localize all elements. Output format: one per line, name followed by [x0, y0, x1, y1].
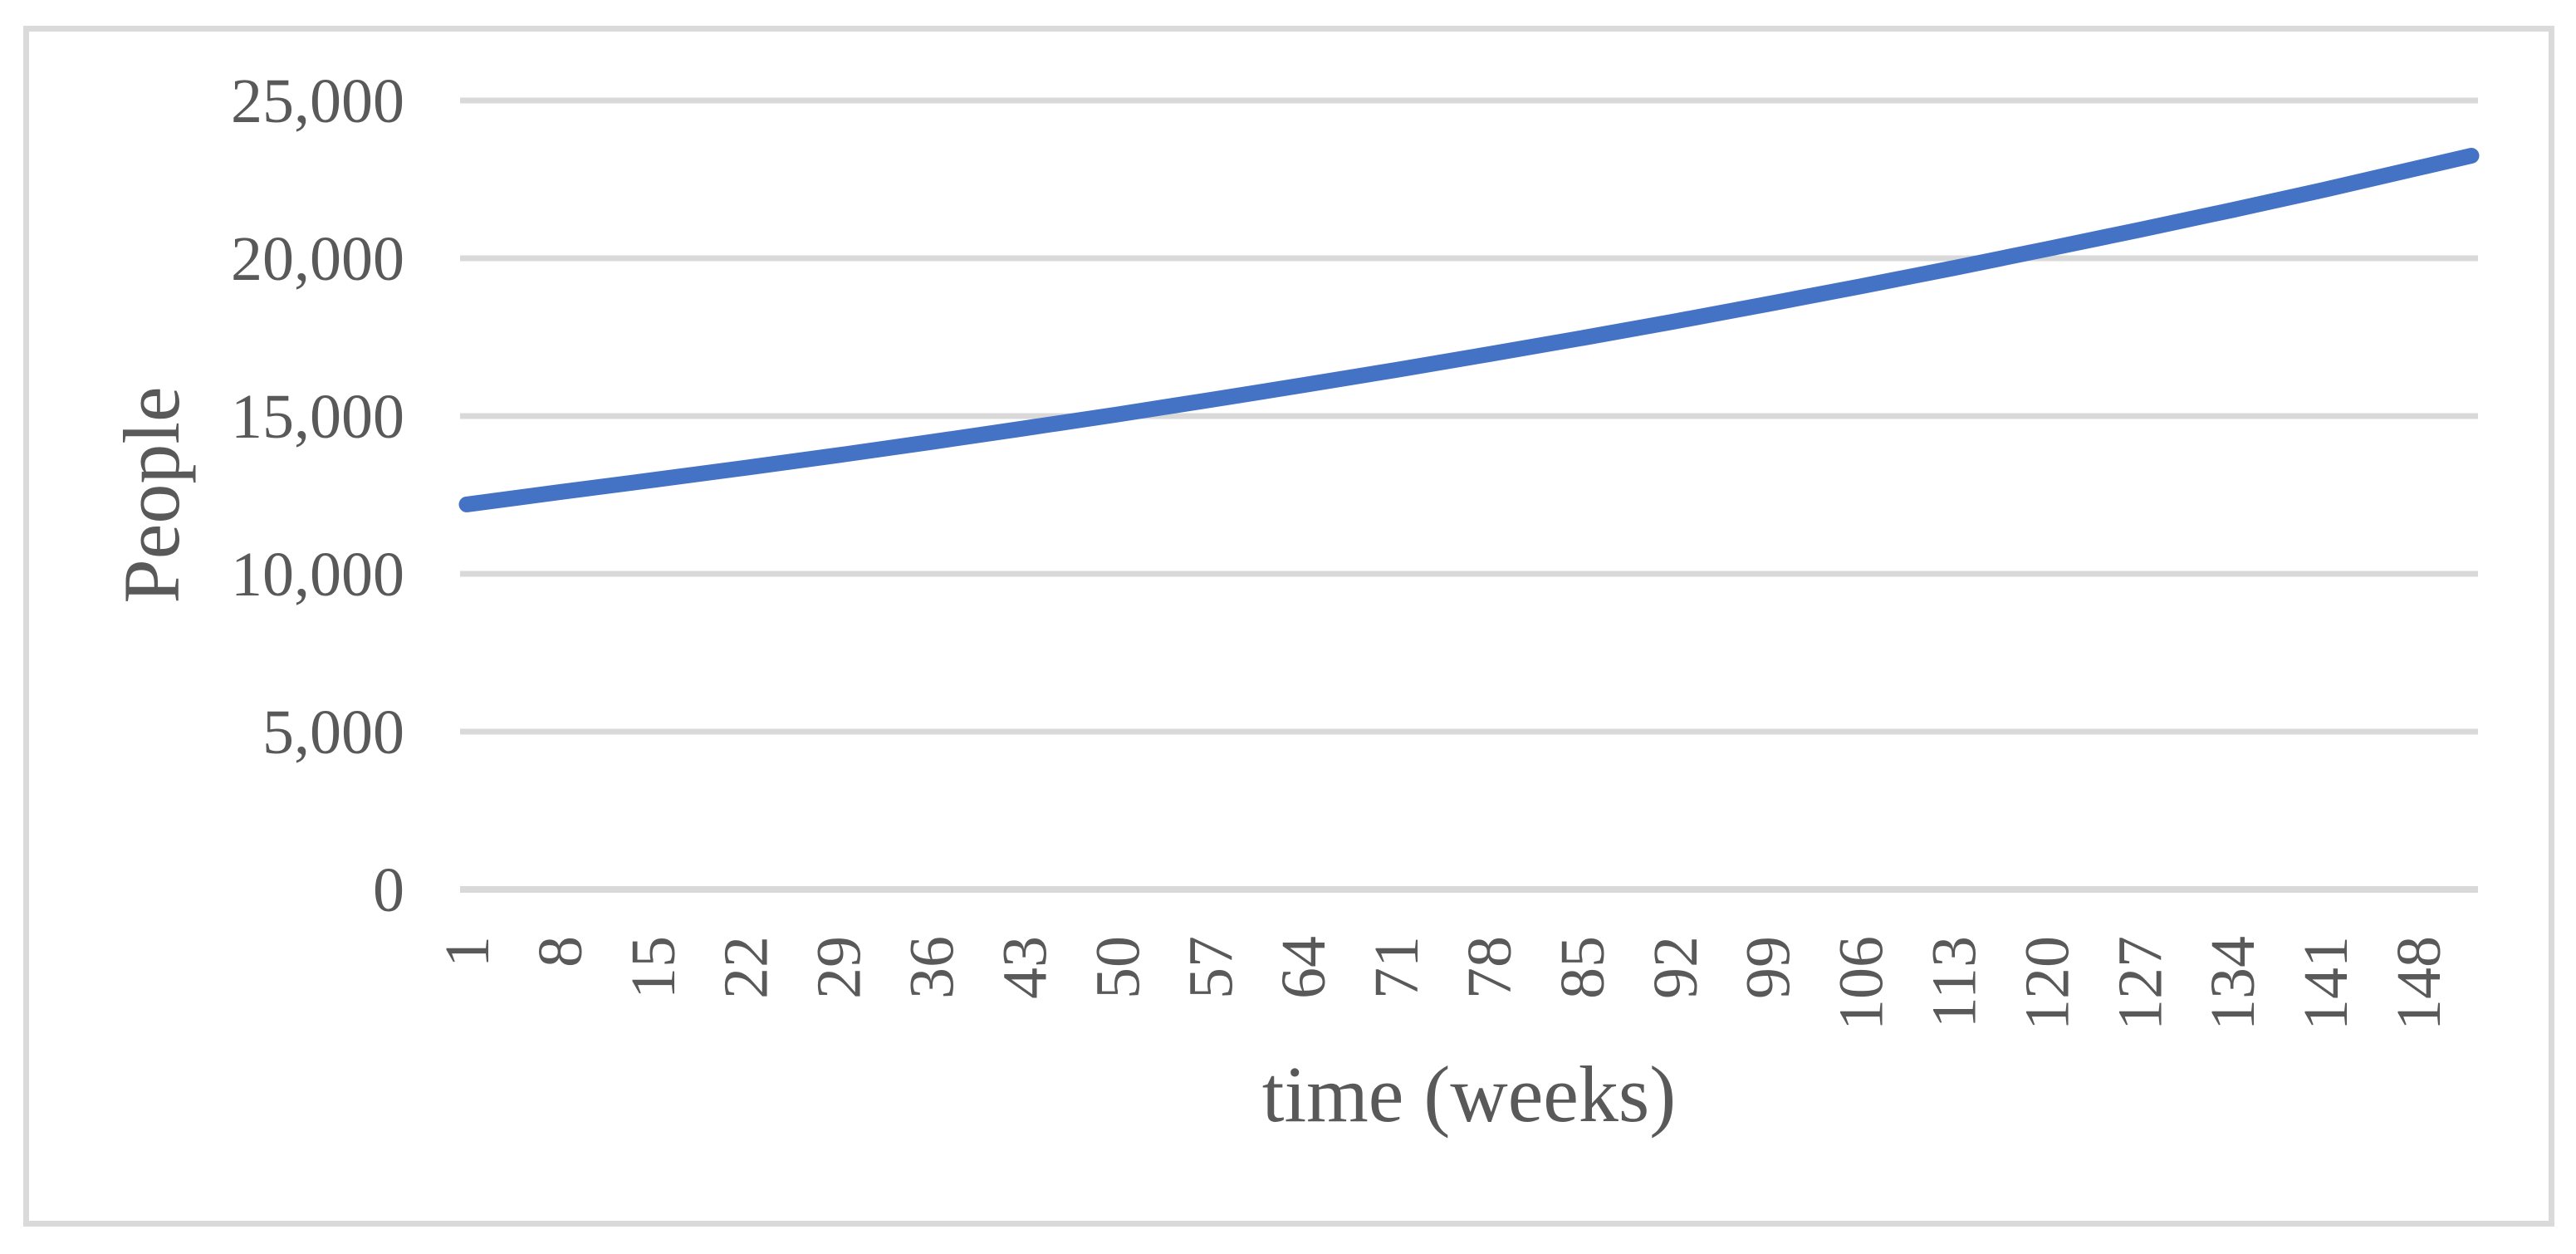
x-tick-label: 8 [526, 936, 595, 967]
x-tick-label: 78 [1455, 936, 1525, 999]
y-axis-tick-labels: 0 5,000 10,000 15,000 20,000 25,000 [231, 66, 404, 925]
x-tick-label: 141 [2291, 936, 2361, 1031]
x-tick-label: 99 [1734, 936, 1804, 999]
x-tick-label: 71 [1362, 936, 1432, 999]
x-tick-label: 29 [805, 936, 874, 999]
series-group [458, 148, 2480, 512]
x-tick-label: 92 [1641, 936, 1711, 999]
series-line-people [458, 148, 2480, 512]
y-tick-label: 5,000 [262, 698, 404, 767]
y-tick-label: 10,000 [231, 540, 404, 610]
x-tick-label: 85 [1548, 936, 1618, 999]
x-tick-label: 1 [433, 936, 502, 967]
x-tick-label: 148 [2384, 936, 2454, 1031]
x-tick-label: 43 [990, 936, 1060, 999]
x-tick-label: 106 [1827, 936, 1897, 1031]
gridlines-group [460, 97, 2478, 893]
x-tick-label: 120 [2012, 936, 2082, 1031]
x-axis-title: time (weeks) [1262, 1050, 1676, 1139]
x-tick-label: 127 [2105, 936, 2175, 1031]
x-tick-label: 50 [1083, 936, 1153, 999]
x-tick-label: 36 [898, 936, 967, 999]
y-tick-label: 0 [373, 855, 404, 925]
x-axis-tick-labels: 1 8 15 22 29 36 43 50 57 64 71 78 85 92 99 106 113 120 127… [433, 936, 2454, 1031]
x-tick-label: 134 [2198, 936, 2268, 1031]
y-tick-label: 15,000 [231, 382, 404, 452]
x-tick-label: 57 [1176, 936, 1246, 999]
x-tick-label: 113 [1920, 936, 1990, 1028]
y-tick-label: 20,000 [231, 224, 404, 294]
y-axis-title: People [107, 386, 196, 603]
x-tick-label: 15 [619, 936, 688, 999]
x-tick-label: 22 [712, 936, 781, 999]
y-tick-label: 25,000 [231, 66, 404, 136]
x-tick-label: 64 [1269, 936, 1339, 999]
